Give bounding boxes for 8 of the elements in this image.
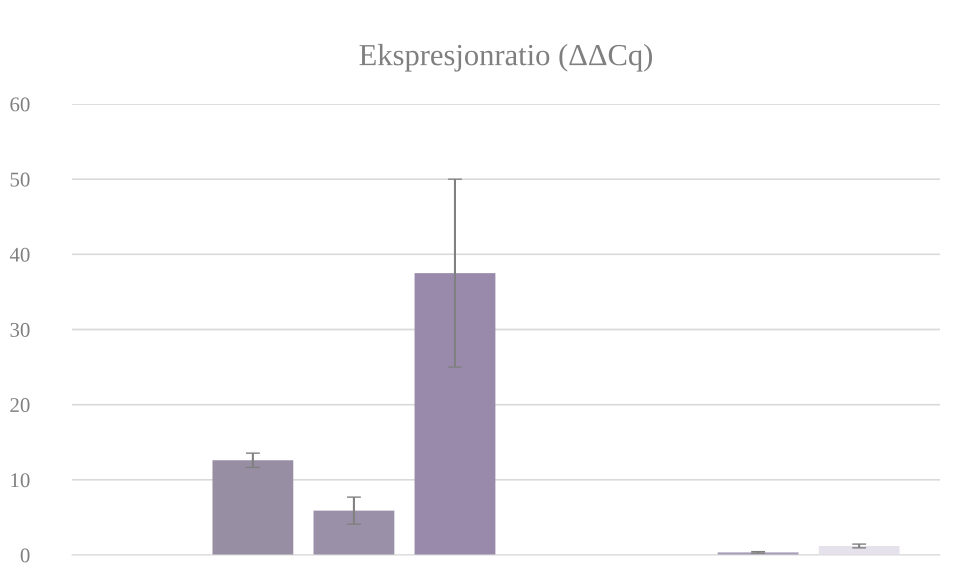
y-tick-label: 10 xyxy=(11,473,30,488)
y-tick-label: 20 xyxy=(10,398,30,412)
y-tick-label: 30 xyxy=(10,322,30,337)
y-tick-label: 0 xyxy=(20,548,30,562)
chart-title: Ekspresjonratio (ΔΔCq) xyxy=(360,44,652,72)
y-tick-label: 40 xyxy=(10,248,30,262)
y-tick-label: 50 xyxy=(10,172,30,187)
y-tick-label: 60 xyxy=(10,97,30,112)
